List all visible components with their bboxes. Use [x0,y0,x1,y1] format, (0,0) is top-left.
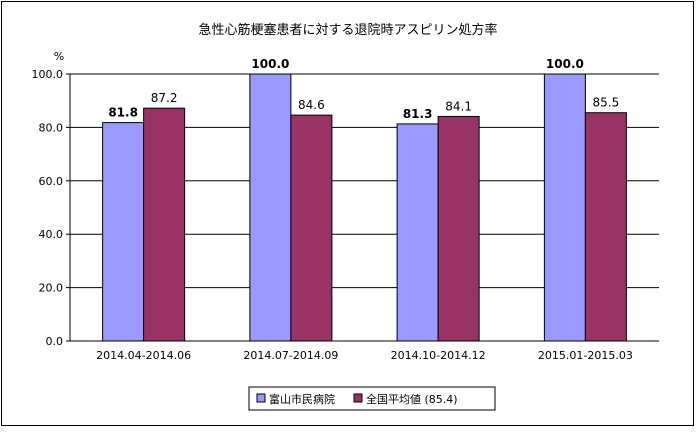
x-tick-label: 2015.01-2015.03 [538,349,633,362]
bar-chart: 急性心筋梗塞患者に対する退院時アスピリン処方率 % 0.0 20.0 40.0 60.… [32,22,659,411]
data-label: 100.0 [546,57,584,71]
data-label: 85.5 [593,96,620,110]
bar-hospital [396,123,439,342]
chart-title: 急性心筋梗塞患者に対する退院時アスピリン処方率 [198,22,497,38]
data-label: 81.3 [403,107,433,121]
y-tick-label: 20.0 [39,282,64,295]
legend-label: 富山市民病院 [269,392,335,406]
y-axis-unit: % [54,50,64,63]
plot-area: 0.0 20.0 40.0 60.0 80.0 100.0 81.8 87.2 2014.04-… [32,57,659,362]
bar-hospital [249,73,292,342]
legend-swatch [353,393,363,403]
bar-national-average [437,115,480,342]
data-label: 84.6 [298,98,325,112]
chart-frame: 急性心筋梗塞患者に対する退院時アスピリン処方率 % 0.0 20.0 40.0 60.… [1,1,694,426]
y-tick-label: 100.0 [32,68,64,81]
bar-national-average [584,112,627,342]
legend-swatch [256,393,266,403]
data-label: 84.1 [445,99,472,113]
bar-hospital [102,122,145,342]
legend-label: 全国平均値 (85.4) [366,392,458,406]
bar-national-average [143,107,186,342]
data-label: 87.2 [151,91,178,105]
y-tick-label: 80.0 [39,121,64,134]
y-tick-label: 0.0 [46,335,64,348]
x-tick-label: 2014.04-2014.06 [96,349,191,362]
data-label: 81.8 [108,106,138,120]
y-tick-label: 40.0 [39,228,64,241]
legend-box [248,386,496,411]
bar-hospital [543,73,586,342]
x-tick-label: 2014.10-2014.12 [391,349,486,362]
bar-national-average [290,114,333,342]
x-tick-label: 2014.07-2014.09 [243,349,338,362]
data-label: 100.0 [251,57,289,71]
y-tick-label: 60.0 [39,175,64,188]
legend: 富山市民病院 全国平均値 (85.4) [248,386,496,411]
